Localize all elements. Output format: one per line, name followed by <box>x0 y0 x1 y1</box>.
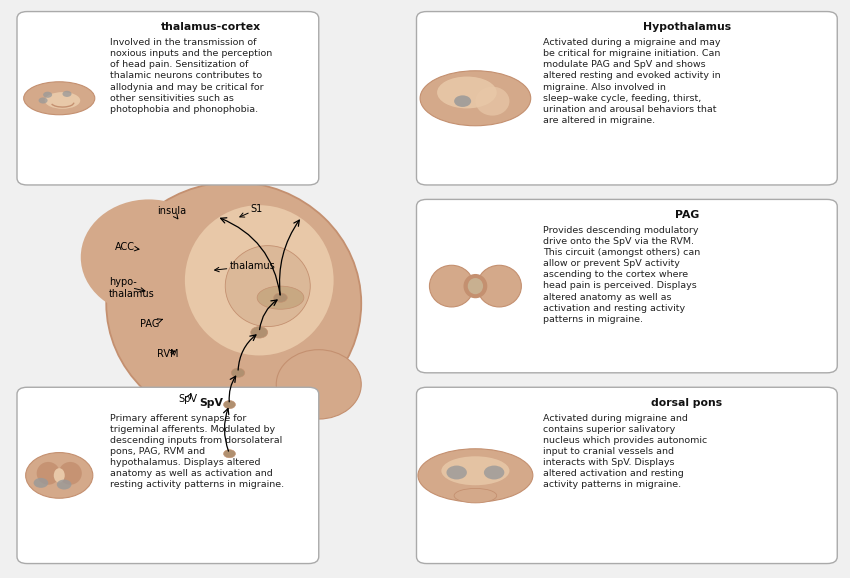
FancyBboxPatch shape <box>17 387 319 564</box>
Text: dorsal pons: dorsal pons <box>651 398 722 407</box>
Text: PAG: PAG <box>140 318 162 329</box>
Circle shape <box>224 450 235 458</box>
Ellipse shape <box>276 350 361 419</box>
Ellipse shape <box>185 205 333 355</box>
Polygon shape <box>200 419 251 517</box>
Text: RVM: RVM <box>157 349 178 359</box>
Circle shape <box>43 92 52 98</box>
Text: Activated during a migraine and may
be critical for migraine initiation. Can
mod: Activated during a migraine and may be c… <box>543 38 721 125</box>
Ellipse shape <box>418 449 533 502</box>
Text: S1: S1 <box>240 204 263 217</box>
Circle shape <box>38 97 48 103</box>
Text: ACC: ACC <box>115 242 139 253</box>
Text: thalamus: thalamus <box>215 261 275 272</box>
Ellipse shape <box>45 92 80 109</box>
Circle shape <box>231 368 245 377</box>
Ellipse shape <box>24 81 95 115</box>
Ellipse shape <box>257 286 304 309</box>
Text: Involved in the transmission of
noxious inputs and the perception
of head pain. : Involved in the transmission of noxious … <box>110 38 272 114</box>
Circle shape <box>251 327 268 338</box>
FancyBboxPatch shape <box>416 199 837 373</box>
Circle shape <box>57 480 71 490</box>
Ellipse shape <box>441 456 509 486</box>
Ellipse shape <box>59 462 82 485</box>
Circle shape <box>63 91 71 97</box>
FancyBboxPatch shape <box>416 387 837 564</box>
FancyBboxPatch shape <box>17 12 319 185</box>
FancyBboxPatch shape <box>416 12 837 185</box>
Text: Activated during migraine and
contains superior salivatory
nucleus which provide: Activated during migraine and contains s… <box>543 414 707 490</box>
Circle shape <box>484 465 504 480</box>
Text: insula: insula <box>157 206 186 219</box>
Ellipse shape <box>468 278 483 294</box>
Ellipse shape <box>54 468 65 483</box>
Text: Hypothalamus: Hypothalamus <box>643 22 731 32</box>
Circle shape <box>274 293 287 302</box>
Ellipse shape <box>106 182 361 425</box>
Text: SpV: SpV <box>178 394 197 404</box>
Ellipse shape <box>429 265 473 307</box>
Text: Provides descending modulatory
drive onto the SpV via the RVM.
This circuit (amo: Provides descending modulatory drive ont… <box>543 226 700 324</box>
Circle shape <box>34 478 48 488</box>
Text: SpV: SpV <box>199 398 223 407</box>
Text: thalamus-cortex: thalamus-cortex <box>161 22 261 32</box>
Circle shape <box>446 465 467 480</box>
Text: hypo-
thalamus: hypo- thalamus <box>109 277 155 299</box>
Ellipse shape <box>437 76 496 109</box>
Ellipse shape <box>81 199 217 315</box>
Ellipse shape <box>477 265 521 307</box>
Circle shape <box>224 401 235 409</box>
Ellipse shape <box>463 274 487 298</box>
Ellipse shape <box>37 462 60 485</box>
Ellipse shape <box>475 87 509 116</box>
Ellipse shape <box>420 71 530 126</box>
Circle shape <box>454 95 471 107</box>
Ellipse shape <box>26 453 93 498</box>
Text: Primary afferent synapse for
trigeminal afferents. Modulated by
descending input: Primary afferent synapse for trigeminal … <box>110 414 284 490</box>
Ellipse shape <box>454 488 496 503</box>
Text: PAG: PAG <box>675 210 699 220</box>
Ellipse shape <box>225 246 310 327</box>
